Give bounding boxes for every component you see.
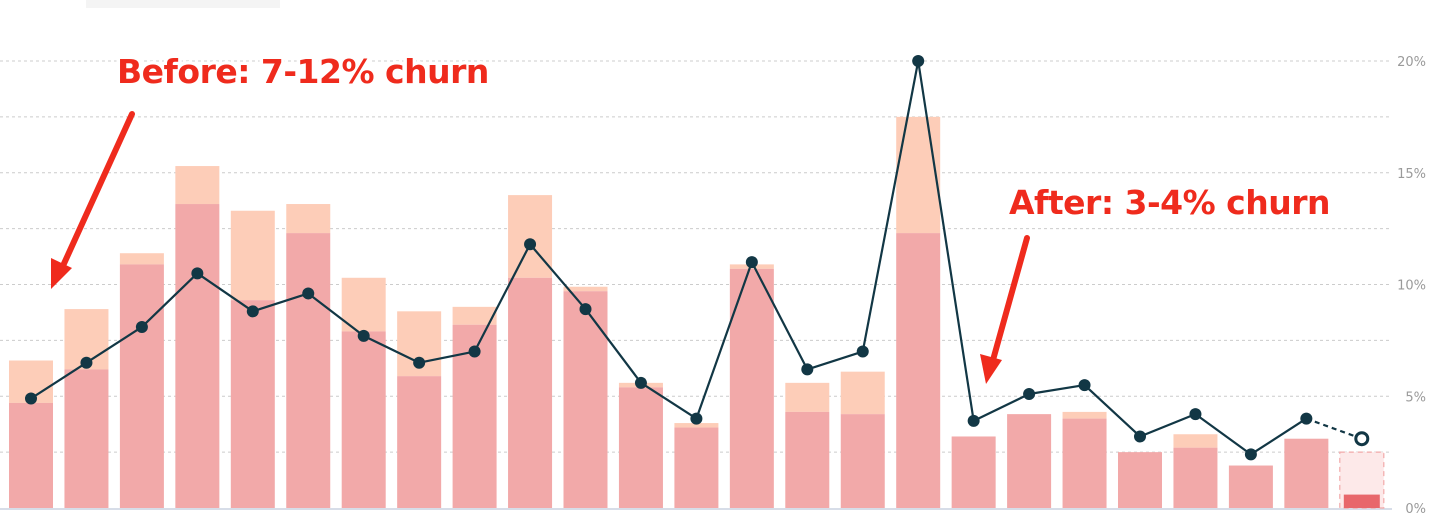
bars [9, 116, 1385, 509]
data-point [1189, 408, 1202, 421]
y-tick-labels: 0% 5% 10% 15% 20% [1397, 55, 1426, 517]
data-point [524, 238, 537, 251]
bar-segment-lower [286, 233, 331, 508]
bar-segment-lower [397, 376, 442, 508]
bar-segment-lower [1228, 465, 1273, 508]
line-series [25, 55, 1370, 461]
bar-segment-upper [175, 166, 220, 205]
y-tick-label: 15% [1397, 167, 1426, 182]
bar-segment-upper [119, 253, 164, 265]
data-point [690, 412, 703, 425]
bar-segment-lower [508, 277, 553, 508]
data-point [634, 376, 647, 389]
data-point [413, 356, 426, 369]
data-point [135, 320, 148, 333]
bar-segment-upper [1173, 434, 1218, 448]
data-point [856, 345, 869, 358]
data-point [912, 55, 925, 67]
bar-segment-upper [785, 382, 830, 412]
after-arrow-icon [980, 235, 1030, 384]
bar-segment-upper [896, 116, 941, 234]
bar-segment-upper [840, 371, 885, 415]
data-point [745, 256, 758, 269]
y-tick-label: 20% [1397, 55, 1426, 70]
bar-segment-upper [286, 204, 331, 234]
bar-segment-upper [341, 277, 386, 332]
bar-segment-lower [1062, 418, 1107, 508]
bar-segment-lower [563, 291, 608, 508]
data-point [302, 287, 315, 300]
before-annotation-text: Before: 7-12% churn [117, 52, 489, 91]
before-arrow-icon [51, 111, 135, 289]
data-point [1244, 448, 1257, 461]
bar-segment-upper [230, 210, 275, 301]
projected-point [1354, 431, 1370, 447]
bar-segment-lower [840, 414, 885, 508]
bar-segment-lower [230, 300, 275, 508]
data-point [191, 267, 204, 280]
data-point [967, 414, 980, 427]
data-point [1078, 379, 1091, 392]
projected-line [1305, 417, 1363, 440]
gridlines [0, 60, 1392, 510]
bar-segment-lower [674, 427, 719, 508]
bar-segment-upper [674, 423, 719, 428]
bar-segment-lower [341, 331, 386, 508]
bar-segment-upper [563, 286, 608, 292]
data-point [357, 329, 370, 342]
top-tab [86, 0, 280, 8]
y-tick-label: 10% [1397, 279, 1426, 294]
bar-segment-lower [119, 264, 164, 508]
bar-segment-upper [508, 195, 553, 278]
bar-segment-lower [1284, 438, 1329, 508]
bar-segment-lower [785, 411, 830, 508]
bar-segment-lower [9, 402, 53, 508]
data-point [579, 303, 592, 316]
y-tick-label: 0% [1405, 502, 1426, 517]
bar-segment-lower [1007, 414, 1052, 508]
y-tick-label: 5% [1405, 390, 1426, 405]
data-point [246, 305, 259, 318]
bar-segment-lower [1173, 447, 1218, 508]
series-line [30, 59, 1307, 456]
bar-segment-upper [452, 306, 497, 325]
bar-segment-upper [1062, 411, 1107, 419]
bar-segment-lower [64, 369, 109, 508]
bar-segment-lower [618, 387, 663, 508]
data-point [1023, 388, 1036, 401]
bar-segment-lower [175, 204, 220, 509]
bar-segment-lower [1118, 452, 1162, 508]
bar-segment-lower [729, 268, 774, 508]
bar-segment-lower [951, 436, 996, 508]
data-point [1134, 430, 1146, 443]
before-annotation: Before: 7-12% churn [51, 49, 493, 289]
after-annotation: After: 3-4% churn [980, 180, 1334, 384]
data-point [468, 345, 481, 358]
data-point [80, 356, 93, 369]
after-annotation-text: After: 3-4% churn [1009, 183, 1330, 222]
data-point [25, 392, 37, 405]
data-point [801, 363, 814, 376]
bar-segment-lower [896, 233, 941, 508]
data-point [1300, 412, 1313, 425]
projected-bar [1343, 494, 1380, 508]
